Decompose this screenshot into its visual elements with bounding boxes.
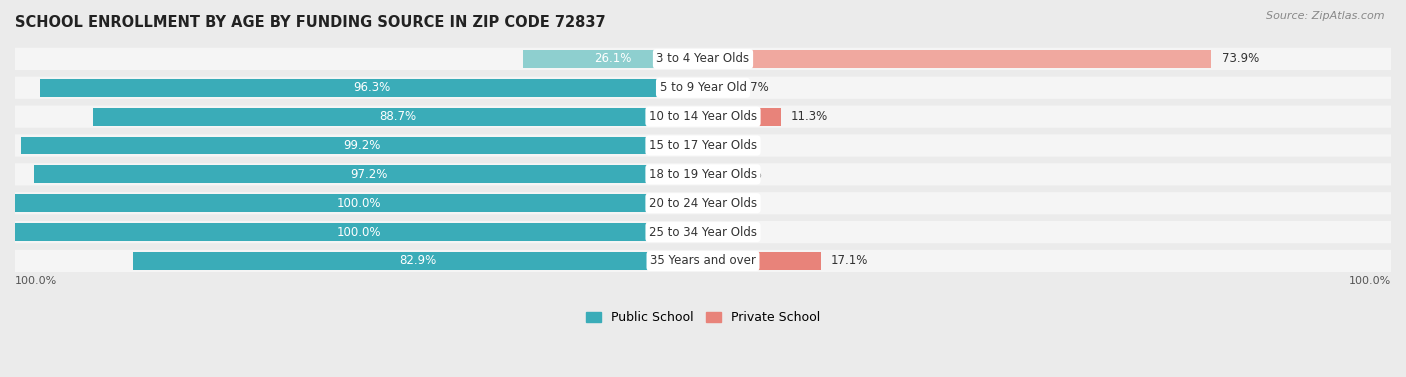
Text: 2.8%: 2.8% — [733, 168, 762, 181]
Text: 15 to 17 Year Olds: 15 to 17 Year Olds — [650, 139, 756, 152]
Text: 3 to 4 Year Olds: 3 to 4 Year Olds — [657, 52, 749, 65]
FancyBboxPatch shape — [15, 192, 1391, 215]
Text: 100.0%: 100.0% — [337, 225, 381, 239]
Text: 100.0%: 100.0% — [15, 276, 58, 286]
Text: 5 to 9 Year Old: 5 to 9 Year Old — [659, 81, 747, 94]
Text: 96.3%: 96.3% — [353, 81, 391, 94]
Bar — [703, 252, 821, 270]
Text: 18 to 19 Year Olds: 18 to 19 Year Olds — [650, 168, 756, 181]
Bar — [41, 79, 703, 97]
Text: Source: ZipAtlas.com: Source: ZipAtlas.com — [1267, 11, 1385, 21]
FancyBboxPatch shape — [15, 163, 1391, 185]
Text: 0.0%: 0.0% — [713, 225, 742, 239]
Text: 100.0%: 100.0% — [337, 197, 381, 210]
Text: 100.0%: 100.0% — [1348, 276, 1391, 286]
Bar — [15, 194, 703, 212]
FancyBboxPatch shape — [15, 77, 1391, 99]
Text: 3.7%: 3.7% — [738, 81, 769, 94]
Text: 20 to 24 Year Olds: 20 to 24 Year Olds — [650, 197, 756, 210]
FancyBboxPatch shape — [15, 134, 1391, 156]
Bar — [93, 108, 703, 126]
Text: 73.9%: 73.9% — [1222, 52, 1258, 65]
Bar — [703, 108, 780, 126]
Text: 0.0%: 0.0% — [713, 197, 742, 210]
Bar — [703, 136, 709, 155]
FancyBboxPatch shape — [15, 250, 1391, 272]
Legend: Public School, Private School: Public School, Private School — [581, 306, 825, 329]
Bar — [21, 136, 703, 155]
Text: SCHOOL ENROLLMENT BY AGE BY FUNDING SOURCE IN ZIP CODE 72837: SCHOOL ENROLLMENT BY AGE BY FUNDING SOUR… — [15, 15, 606, 30]
Text: 11.3%: 11.3% — [792, 110, 828, 123]
Text: 82.9%: 82.9% — [399, 254, 436, 267]
Bar — [703, 50, 1212, 68]
Bar — [703, 79, 728, 97]
Text: 0.85%: 0.85% — [718, 139, 756, 152]
Text: 99.2%: 99.2% — [343, 139, 381, 152]
FancyBboxPatch shape — [15, 48, 1391, 70]
Text: 35 Years and over: 35 Years and over — [650, 254, 756, 267]
Text: 17.1%: 17.1% — [831, 254, 869, 267]
Text: 26.1%: 26.1% — [595, 52, 631, 65]
Bar — [15, 223, 703, 241]
Text: 25 to 34 Year Olds: 25 to 34 Year Olds — [650, 225, 756, 239]
Text: 10 to 14 Year Olds: 10 to 14 Year Olds — [650, 110, 756, 123]
Bar — [523, 50, 703, 68]
Bar — [132, 252, 703, 270]
FancyBboxPatch shape — [15, 106, 1391, 128]
Bar — [34, 166, 703, 183]
Text: 97.2%: 97.2% — [350, 168, 387, 181]
Text: 88.7%: 88.7% — [380, 110, 416, 123]
Bar — [703, 166, 723, 183]
FancyBboxPatch shape — [15, 221, 1391, 243]
